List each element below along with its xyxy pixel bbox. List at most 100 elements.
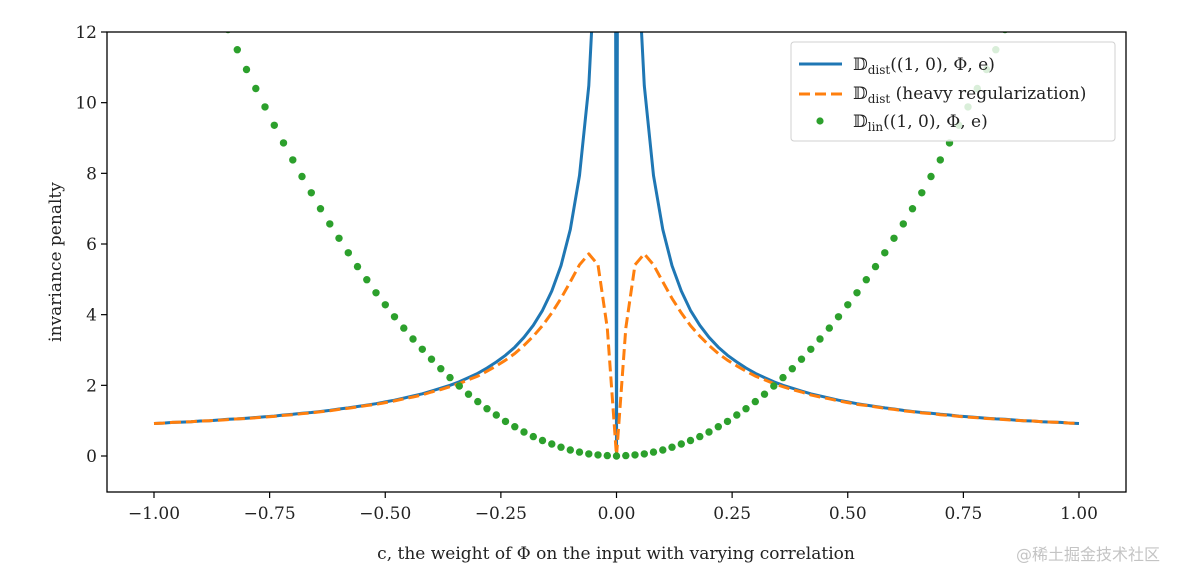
data-point: [381, 301, 389, 309]
y-tick-label: 6: [86, 235, 97, 255]
data-point: [1011, 5, 1018, 12]
legend-subscript: dist: [868, 63, 891, 77]
data-point: [363, 276, 371, 284]
legend-subscript: dist: [868, 92, 891, 106]
data-point: [649, 448, 658, 456]
data-point: [881, 249, 889, 257]
legend-subscript: lin: [868, 120, 884, 134]
data-point: [566, 446, 574, 454]
data-point: [233, 46, 241, 54]
data-point: [612, 452, 621, 460]
data-point: [918, 189, 926, 197]
data-point: [816, 335, 824, 343]
data-point: [834, 313, 843, 321]
y-tick-label: 2: [86, 376, 97, 396]
data-point: [751, 397, 759, 406]
data-point: [844, 301, 852, 309]
data-point: [400, 324, 408, 332]
x-tick-label: 0.00: [598, 504, 636, 524]
data-point: [733, 411, 741, 419]
legend-text: ((1, 0), Φ, e): [883, 112, 988, 132]
data-point: [437, 365, 445, 373]
data-point: [705, 428, 713, 436]
data-point: [252, 84, 260, 93]
legend-entry-d-lin: 𝔻lin((1, 0), Φ, e): [853, 112, 988, 134]
legend-entry-d-dist-heavy: 𝔻dist (heavy regularization): [853, 84, 1086, 106]
data-point: [575, 448, 584, 456]
x-tick-label: −1.00: [128, 504, 180, 524]
data-point: [640, 450, 648, 458]
data-point: [797, 355, 806, 363]
watermark: @稀土掘金技术社区: [1016, 545, 1161, 564]
data-point: [742, 405, 750, 413]
x-tick-label: −0.50: [359, 504, 411, 524]
data-point: [871, 262, 880, 271]
data-point: [307, 189, 315, 197]
data-point: [353, 262, 362, 271]
y-tick-label: 0: [86, 447, 97, 467]
legend-entry-d-dist: 𝔻dist((1, 0), Φ, e): [853, 55, 995, 77]
legend-symbol: 𝔻: [853, 112, 868, 132]
y-tick-label: 8: [86, 164, 97, 184]
data-point: [446, 373, 454, 382]
data-point: [464, 390, 473, 398]
data-point: [603, 451, 611, 460]
data-point: [723, 417, 732, 426]
data-point: [298, 172, 306, 181]
data-point: [668, 443, 676, 451]
x-tick-label: 0.50: [829, 504, 867, 524]
legend-text: (heavy regularization): [890, 84, 1086, 104]
data-point: [270, 121, 278, 129]
x-tick-label: 0.25: [713, 504, 751, 524]
data-point: [862, 276, 870, 284]
data-point: [455, 382, 463, 390]
data-point: [520, 428, 528, 436]
data-point: [474, 397, 482, 406]
x-axis: −1.00 −0.75 −0.50 −0.25 0.00 0.25 0.50 0.75 1.00: [128, 492, 1098, 524]
data-point: [326, 220, 334, 228]
data-point: [686, 436, 695, 445]
data-point: [714, 423, 722, 431]
data-point: [659, 446, 667, 454]
data-point: [622, 451, 630, 460]
legend-swatch-dot: [816, 117, 824, 125]
y-tick-label: 12: [75, 23, 97, 43]
data-point: [215, 5, 222, 12]
data-point: [788, 365, 796, 373]
data-point: [899, 220, 907, 228]
data-point: [779, 373, 787, 382]
legend-text: ((1, 0), Φ, e): [890, 55, 995, 75]
y-axis: 0 2 4 6 8 10 12: [75, 23, 107, 467]
data-point: [529, 432, 537, 441]
data-point: [501, 417, 510, 426]
data-point: [372, 289, 380, 297]
data-point: [927, 172, 935, 181]
legend-box: [790, 41, 1116, 142]
x-axis-label: c, the weight of Φ on the input with var…: [377, 544, 855, 564]
data-point: [409, 335, 417, 343]
data-point: [492, 411, 500, 419]
legend: 𝔻dist((1, 0), Φ, e) 𝔻dist (heavy regular…: [790, 41, 1116, 142]
data-point: [548, 440, 556, 448]
data-point: [261, 103, 269, 111]
series-d-dist-heavy: [153, 252, 1080, 458]
x-tick-label: 0.75: [944, 504, 982, 524]
data-point: [696, 432, 704, 441]
x-tick-label: 1.00: [1060, 504, 1098, 524]
data-point: [677, 440, 685, 448]
data-point: [807, 345, 815, 353]
data-point: [825, 324, 833, 332]
y-tick-label: 10: [75, 94, 97, 114]
data-point: [760, 390, 769, 398]
x-tick-label: −0.75: [244, 504, 296, 524]
data-point: [344, 249, 352, 257]
data-point: [242, 65, 251, 74]
data-point: [335, 234, 343, 242]
data-point: [418, 345, 426, 353]
data-point: [316, 205, 325, 213]
data-point: [631, 451, 639, 459]
legend-symbol: 𝔻: [853, 84, 868, 104]
data-point: [279, 139, 288, 147]
data-point: [585, 450, 593, 458]
